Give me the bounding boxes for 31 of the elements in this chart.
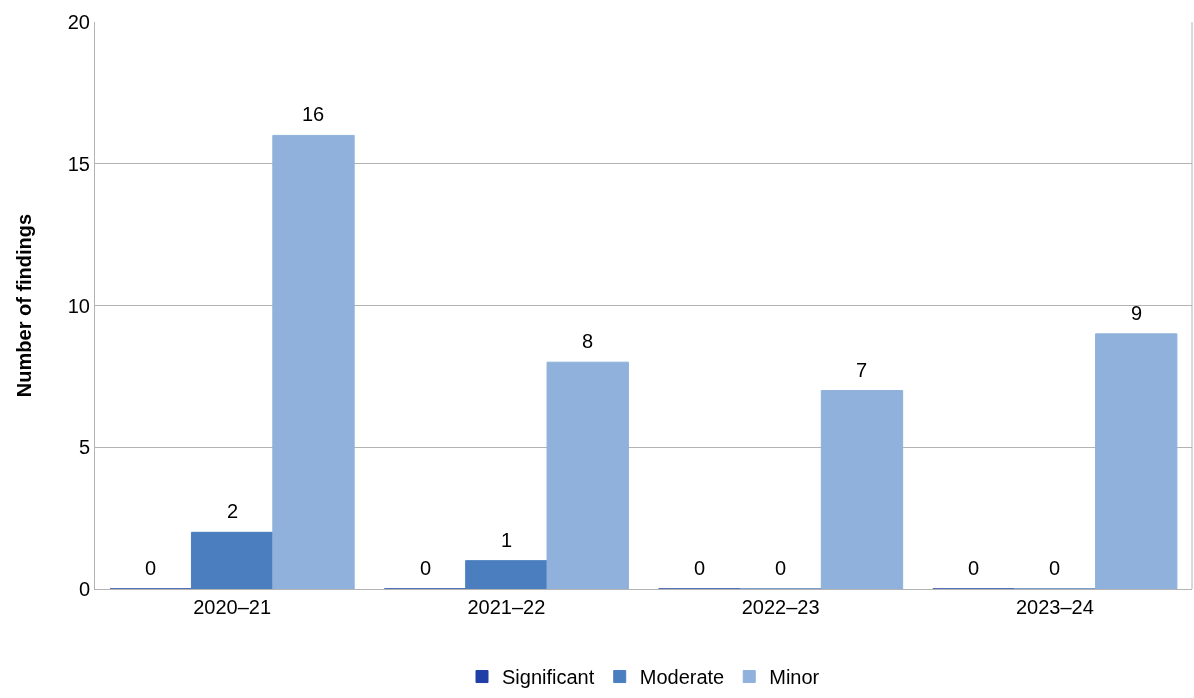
data-label: 8 — [582, 330, 594, 352]
data-label: 2 — [227, 500, 239, 522]
data-label: 7 — [856, 359, 868, 381]
y-tick-label: 0 — [78, 578, 90, 600]
x-tick-label: 2023–24 — [1015, 596, 1094, 618]
bar — [465, 560, 548, 589]
y-tick-label: 10 — [67, 294, 90, 317]
legend-label: Minor — [769, 666, 820, 689]
data-label: 9 — [1131, 302, 1143, 324]
y-tick-label: 5 — [78, 436, 90, 459]
y-tick-label: 20 — [67, 11, 90, 33]
x-tick-label: 2022–23 — [741, 596, 820, 618]
y-tick-label: 15 — [67, 152, 90, 175]
legend-label: Moderate — [639, 666, 725, 689]
data-label: 0 — [694, 557, 706, 579]
legend-label: Significant — [502, 666, 595, 689]
data-label: 0 — [145, 557, 157, 579]
y-axis-title: Number of findings — [13, 213, 36, 398]
data-label: 0 — [420, 557, 432, 579]
bar — [1095, 333, 1178, 589]
data-label: 0 — [968, 557, 980, 579]
bar — [820, 390, 904, 589]
data-label: 1 — [501, 529, 513, 551]
bar — [546, 361, 629, 589]
bar — [190, 531, 274, 589]
x-tick-label: 2021–22 — [467, 596, 546, 618]
x-tick-label: 2020–21 — [193, 596, 272, 618]
bar — [272, 134, 355, 589]
data-label: 0 — [775, 557, 787, 579]
data-label: 16 — [302, 103, 325, 125]
data-label: 0 — [1049, 557, 1061, 579]
